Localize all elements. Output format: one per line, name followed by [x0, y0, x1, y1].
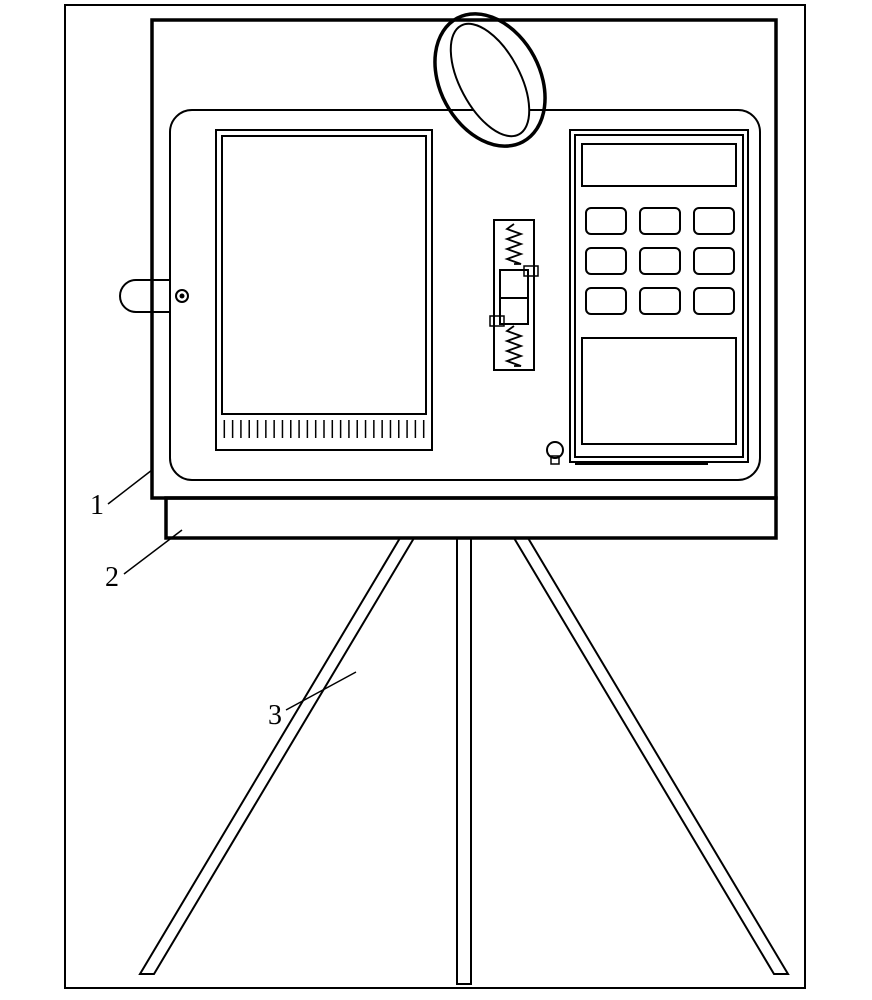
- callout-1: 1: [90, 490, 104, 522]
- callout-3: 3: [268, 700, 282, 732]
- callout-2: 2: [105, 562, 119, 594]
- diagram-svg: [0, 0, 872, 1000]
